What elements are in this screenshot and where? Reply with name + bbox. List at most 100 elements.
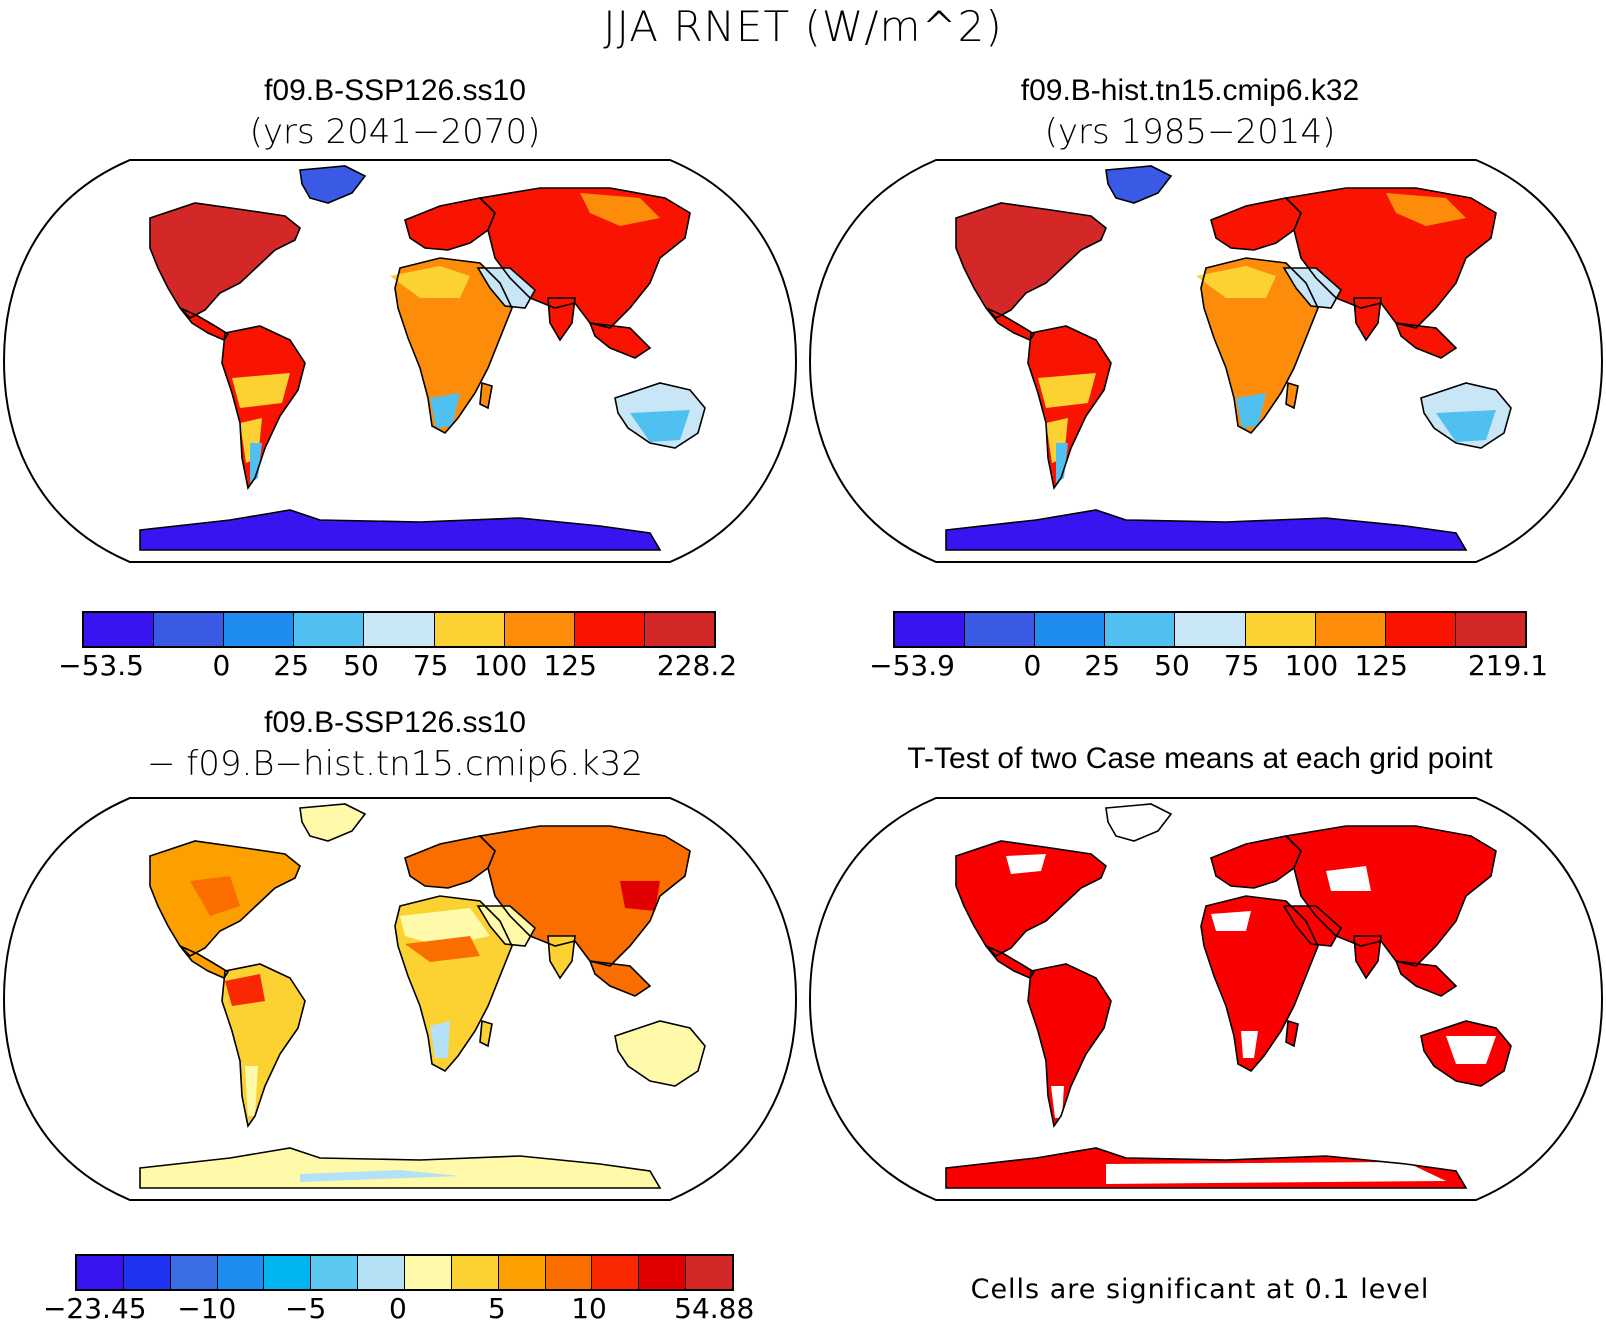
coastline-northAmerica: [149, 202, 301, 319]
field-patch: [250, 443, 262, 483]
colorbar-tick-label: 228.2: [656, 649, 738, 682]
colorbar-top-right: [893, 611, 1527, 648]
coastline-india: [1353, 935, 1382, 980]
colorbar-swatch: [1175, 613, 1246, 646]
colorbar-top-left: [82, 611, 716, 648]
coastline-india: [547, 935, 576, 980]
colorbar-swatch: [1385, 613, 1456, 646]
coastline-seAsia: [588, 960, 652, 997]
region-southAmerica: [222, 326, 305, 488]
colorbar-tick-label: −53.5: [58, 649, 144, 682]
field-patch: [620, 881, 660, 911]
map-top-left: [2, 159, 798, 563]
coastline-europe: [1210, 835, 1302, 889]
panel-top-right-subtitle: (yrs 1985−2014): [1044, 112, 1336, 152]
map-frame: [808, 797, 1604, 1201]
coastline-northAmerica: [149, 840, 301, 957]
coastline-greenland: [1105, 165, 1173, 204]
field-patch: [580, 193, 660, 226]
coastline-africa: [1200, 257, 1319, 435]
colorbar-tick-label: −10: [177, 1292, 237, 1325]
field-patch: [1106, 1162, 1446, 1184]
panel-top-left-subtitle: (yrs 2041−2070): [249, 112, 541, 152]
field-patch: [1236, 393, 1266, 428]
coastline-australia: [614, 1020, 706, 1087]
colorbar-swatch: [294, 613, 365, 646]
colorbar-swatch: [217, 1256, 265, 1289]
map-frame: [808, 159, 1604, 563]
colorbar-tick-label: 219.1: [1467, 649, 1549, 682]
coastline-madagascar: [479, 1019, 493, 1048]
colorbar-tick-label: 54.88: [674, 1292, 755, 1325]
panel-top-right-title: f09.B-hist.tn15.cmip6.k32: [1020, 74, 1360, 107]
colorbar-swatch: [358, 1256, 406, 1289]
colorbar-swatch: [84, 613, 155, 646]
map-bottom-left: [2, 797, 798, 1201]
significance-footnote: Cells are significant at 0.1 level: [970, 1274, 1430, 1305]
colorbar-swatch: [224, 613, 295, 646]
region-africa: [395, 258, 512, 433]
colorbar-tick-label: 50: [1154, 649, 1190, 682]
region-northAmerica: [956, 841, 1106, 956]
map-frame: [2, 159, 798, 563]
coastline-europe: [404, 197, 496, 251]
field-patch: [245, 1066, 258, 1116]
panel-bottom-left-subtitle: − f09.B−hist.tn15.cmip6.k32: [146, 744, 644, 784]
coastline-africa: [394, 257, 513, 435]
field-patch: [1211, 911, 1251, 931]
coastline-asia: [478, 825, 691, 967]
coastline-arabia: [476, 267, 537, 309]
field-patch: [1196, 266, 1276, 298]
coastline-antarctica: [139, 1147, 662, 1189]
field-patch: [1436, 410, 1496, 442]
colorbar-tick-label: 75: [412, 649, 449, 682]
coastline-asia: [1284, 187, 1497, 329]
colorbar-swatch: [1105, 613, 1176, 646]
field-patch: [1386, 193, 1466, 226]
colorbar-swatch: [895, 613, 966, 646]
region-centralAmerica: [986, 946, 1034, 978]
field-patch: [190, 876, 240, 916]
colorbar-swatch: [451, 1256, 499, 1289]
region-antarctica: [140, 1148, 660, 1188]
region-australia: [615, 1021, 705, 1086]
colorbar-swatch: [364, 613, 435, 646]
region-southAmerica: [1028, 326, 1111, 488]
region-seAsia: [1396, 961, 1456, 996]
colorbar-swatch: [574, 613, 645, 646]
coastline-madagascar: [479, 381, 493, 410]
coastline-seAsia: [1394, 322, 1458, 359]
colorbar-tick-label: 0: [212, 649, 231, 682]
map-frame: [2, 797, 798, 1201]
coastline-asia: [478, 187, 691, 329]
coastline-centralAmerica: [985, 307, 1036, 342]
colorbar-swatch: [123, 1256, 171, 1289]
field-patch: [430, 393, 460, 428]
colorbar-swatch: [592, 1256, 640, 1289]
coastline-southAmerica: [221, 325, 306, 490]
field-patch: [300, 1170, 460, 1182]
colorbar-swatch: [639, 1256, 687, 1289]
colorbar-swatch: [965, 613, 1036, 646]
colorbar-tick-label: 5: [487, 1292, 506, 1325]
colorbar-swatch: [1455, 613, 1525, 646]
field-patch: [178, 228, 240, 288]
coastline-greenland: [299, 803, 367, 842]
coastline-antarctica: [139, 509, 662, 551]
coastline-arabia: [1282, 905, 1343, 947]
coastline-africa: [394, 895, 513, 1073]
coastline-arabia: [476, 905, 537, 947]
coastline-northAmerica: [955, 202, 1107, 319]
coastline-centralAmerica: [179, 307, 230, 342]
colorbar-tick-label: 0: [388, 1292, 407, 1325]
coastline-centralAmerica: [179, 945, 230, 980]
field-patch: [1006, 854, 1046, 874]
colorbar-tick-label: −53.9: [869, 649, 955, 682]
colorbar-swatch: [1035, 613, 1106, 646]
field-patch: [630, 410, 690, 442]
region-centralAmerica: [986, 308, 1034, 340]
field-patch: [390, 266, 470, 298]
coastline-india: [1353, 297, 1382, 342]
colorbar-swatch: [498, 1256, 546, 1289]
map-top-right: [808, 159, 1604, 563]
